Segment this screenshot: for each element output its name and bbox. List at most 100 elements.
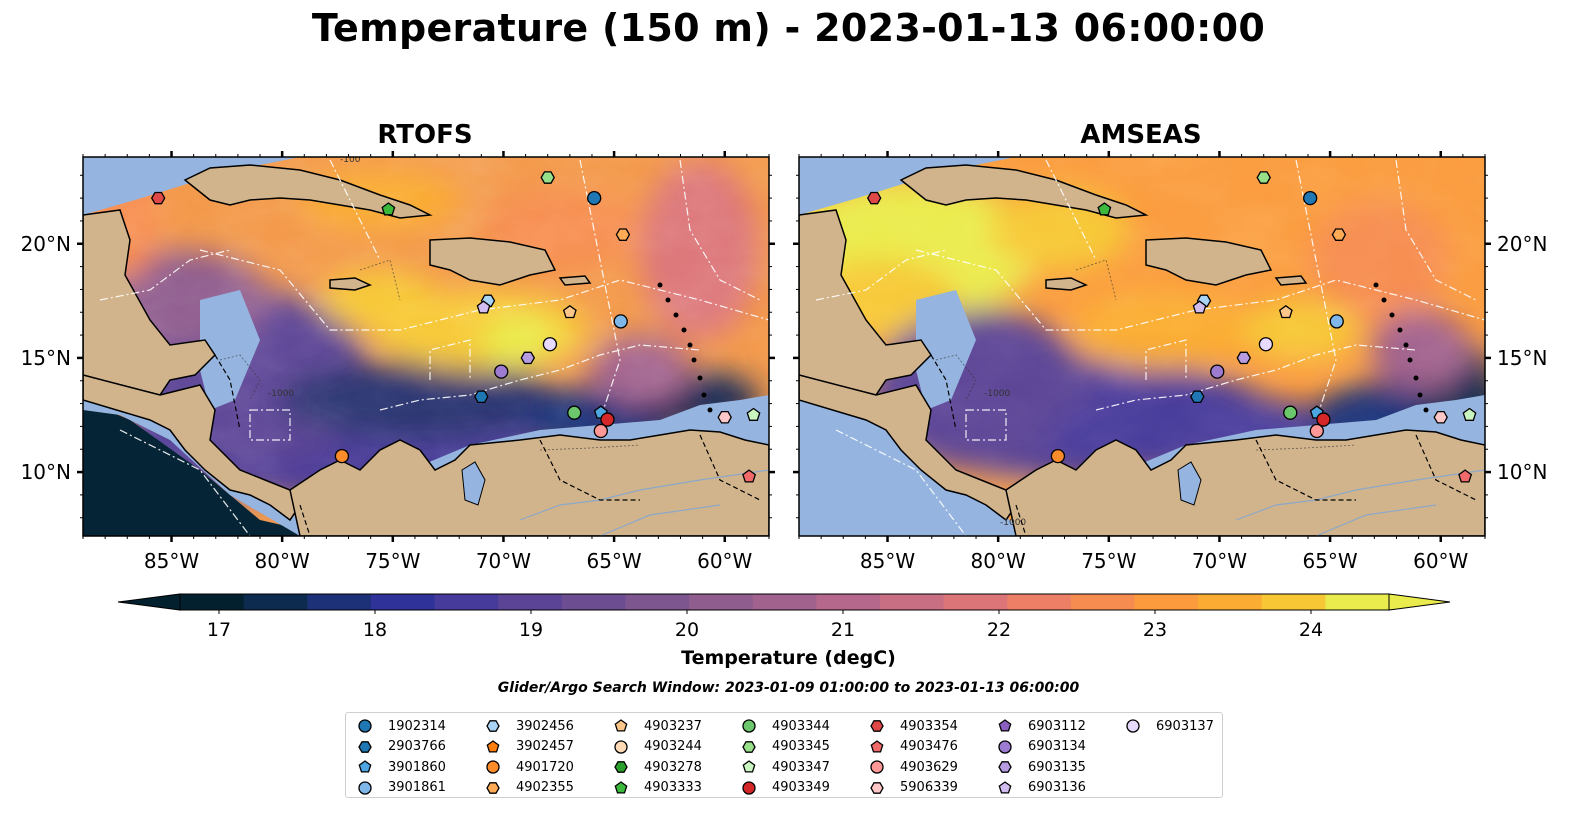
circle-marker-icon — [1126, 719, 1140, 733]
observation-marker-4902355 — [615, 228, 631, 241]
legend-item-4903629: 4903629 — [868, 757, 996, 778]
observation-marker-4901720 — [1050, 448, 1066, 464]
hexagon-marker-icon — [870, 720, 884, 733]
legend-label: 4903349 — [772, 780, 830, 796]
observation-marker-5906339 — [717, 410, 732, 424]
observation-marker-4903237 — [562, 305, 577, 319]
circle-marker-icon — [998, 740, 1012, 754]
legend-label: 6903135 — [1028, 759, 1086, 775]
lon-tick-label: 75°W — [365, 549, 420, 573]
legend-label: 6903136 — [1028, 780, 1086, 796]
legend-label: 4903345 — [772, 739, 830, 755]
legend-label: 4902355 — [516, 780, 574, 796]
legend-label: 4903344 — [772, 718, 830, 734]
observation-marker-1902314 — [587, 190, 602, 206]
colorbar-swatch — [307, 594, 372, 610]
legend-label: 4903333 — [644, 780, 702, 796]
map-frame-rtofs — [82, 156, 770, 537]
legend-item-4901720: 4901720 — [484, 757, 612, 778]
colorbar-swatch — [816, 594, 881, 610]
observation-marker-3901861 — [613, 314, 628, 329]
legend-label: 3901860 — [388, 759, 446, 775]
colorbar-swatch — [752, 594, 817, 610]
colorbar-swatch — [625, 594, 690, 610]
legend-label: 4903278 — [644, 759, 702, 775]
legend-label: 4903629 — [900, 759, 958, 775]
observation-marker-4903237 — [1278, 305, 1293, 319]
legend-item-4903344: 4903344 — [740, 716, 868, 737]
colorbar-tick-label: 22 — [987, 619, 1011, 641]
legend-item-4903237: 4903237 — [612, 716, 740, 737]
hexagon-marker-icon — [486, 720, 500, 733]
observation-marker-4903347 — [746, 407, 761, 421]
lon-tick-label: 65°W — [586, 549, 641, 573]
legend-item-4903278: 4903278 — [612, 757, 740, 778]
colorbar: 17 18 19 20 21 22 23 24 — [117, 593, 1451, 641]
circle-marker-icon — [358, 781, 372, 795]
legend-label: 4903244 — [644, 739, 702, 755]
colorbar-tick-label: 20 — [675, 619, 699, 641]
observation-marker-4903344 — [567, 405, 582, 420]
observation-markers-amseas — [866, 171, 1477, 483]
colorbar-swatch — [243, 594, 308, 610]
contour-label: -1000 — [1000, 518, 1026, 528]
lon-tick-label: 80°W — [255, 549, 310, 573]
legend-item-3901861: 3901861 — [356, 778, 484, 799]
observation-marker-6903134 — [494, 364, 509, 379]
legend-label: 2903766 — [388, 739, 446, 755]
lon-tick-label: 70°W — [1192, 549, 1247, 573]
legend-item-6903135: 6903135 — [996, 757, 1124, 778]
figure-title: Temperature (150 m) - 2023-01-13 06:00:0… — [311, 6, 1266, 50]
legend-item-4903345: 4903345 — [740, 737, 868, 758]
legend-label: 3902457 — [516, 739, 574, 755]
legend-item-4903244: 4903244 — [612, 737, 740, 758]
axis-ticks: 85°W 80°W 75°W 70°W 65°W 60°W 20°N 15°N 10°N 85°W… — [21, 151, 1547, 573]
colorbar-swatch — [1134, 594, 1199, 610]
colorbar-extend-min — [117, 593, 181, 611]
legend-label: 4903347 — [772, 759, 830, 775]
pentagon-marker-icon — [614, 780, 628, 794]
colorbar-tick-label: 23 — [1143, 619, 1167, 641]
colorbar-swatch — [1007, 594, 1072, 610]
colorbar-tick-label: 19 — [519, 619, 543, 641]
legend-item-6903112: 6903112 — [996, 716, 1124, 737]
panel-title-rtofs: RTOFS — [377, 120, 473, 150]
pentagon-marker-icon — [358, 760, 372, 773]
lat-tick-label: 15°N — [1497, 346, 1547, 370]
hexagon-marker-icon — [358, 740, 372, 753]
legend-item-6903136: 6903136 — [996, 778, 1124, 799]
contour-label: -1000 — [268, 389, 294, 399]
legend-item-2903766: 2903766 — [356, 737, 484, 758]
lat-tick-label: 20°N — [21, 232, 71, 256]
legend-item-3901860: 3901860 — [356, 757, 484, 778]
colorbar-swatch — [1325, 594, 1390, 610]
pentagon-marker-icon — [486, 739, 500, 753]
land — [83, 164, 769, 536]
lon-tick-label: 85°W — [860, 549, 915, 573]
observation-marker-6903136 — [476, 300, 491, 314]
colorbar-tick-label: 21 — [831, 619, 855, 641]
pentagon-marker-icon — [998, 719, 1012, 732]
observation-markers-rtofs — [150, 171, 761, 483]
observation-marker-4901720 — [334, 448, 350, 464]
legend-label: 4903476 — [900, 739, 958, 755]
observation-marker-4903476 — [1458, 469, 1473, 483]
observation-marker-6903136 — [1192, 300, 1207, 314]
legend-item-4902355: 4902355 — [484, 778, 612, 799]
colorbar-swatch — [1070, 594, 1136, 610]
observation-marker-4903354 — [866, 191, 882, 205]
observation-marker-4903349 — [600, 412, 615, 427]
lat-tick-label: 20°N — [1497, 232, 1547, 256]
circle-marker-icon — [742, 781, 756, 795]
lon-tick-label: 70°W — [476, 549, 531, 573]
colorbar-tick-label: 17 — [207, 619, 231, 641]
lat-tick-label: 10°N — [21, 460, 71, 484]
legend-item-4903476: 4903476 — [868, 737, 996, 758]
observation-marker-6903134 — [1210, 364, 1225, 379]
observation-marker-6903137 — [1258, 337, 1274, 352]
colorbar-swatch — [498, 594, 563, 610]
observation-marker-2903766 — [474, 390, 489, 404]
legend-label: 3902456 — [516, 718, 574, 734]
pentagon-marker-icon — [614, 719, 628, 732]
colorbar-label: Temperature (degC) — [681, 647, 896, 669]
